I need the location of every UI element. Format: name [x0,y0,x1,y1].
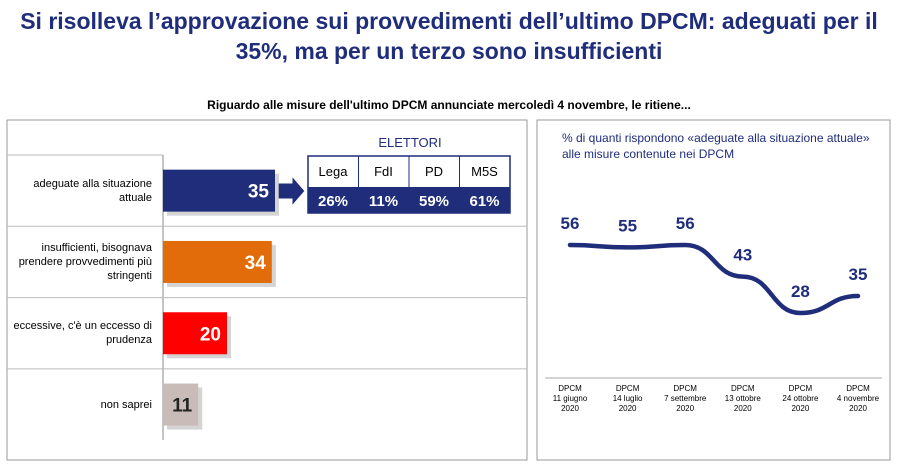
party-name: Lega [319,164,349,179]
party-name: FdI [374,164,393,179]
x-tick-label: DPCM 11 giugno 2020 [552,384,588,413]
bar [163,312,227,355]
category-label: insufficienti, bisognava prendere provve… [18,241,152,282]
point-label: 56 [561,214,580,233]
party-value: 26% [318,193,348,210]
party-name: M5S [471,164,498,179]
x-tick-label: DPCM 4 novembre 2020 [836,384,880,413]
line-title: % di quanti rispondono «adeguate alla si… [562,131,870,161]
point-label: 35 [849,265,868,284]
category-label: adeguate alla situazione attuale [33,177,152,204]
x-tick-label: DPCM 24 ottobre 2020 [782,384,819,413]
point-label: 56 [676,214,695,233]
x-tick-label: DPCM 14 luglio 2020 [612,384,643,413]
right-panel [536,119,891,461]
line [567,242,861,316]
x-tick-label: DPCM 7 settembre 2020 [664,384,707,413]
title: Si risolleva l’approvazione sui provvedi… [20,8,878,64]
bar [163,169,275,212]
bar-value: 35 [248,182,270,203]
bar-value: 34 [245,253,267,274]
point-label: 28 [791,282,810,301]
category-label: non saprei [100,398,152,411]
point-label: 55 [618,216,637,235]
party-name: PD [425,164,443,179]
party-value: 59% [419,193,449,210]
bar-value: 20 [200,324,221,345]
x-tick-label: DPCM 13 ottobre 2020 [724,384,761,413]
bar [163,383,199,426]
bar-value: 11 [172,396,193,417]
voters-title: ELETTORI [378,135,441,150]
subtitle: Riguardo alle misure dell'ultimo DPCM an… [207,98,691,112]
bar [163,240,272,283]
left-panel [6,119,528,461]
party-value: 61% [469,193,499,210]
point-label: 43 [733,246,752,265]
party-value: 11% [369,193,398,210]
category-label: eccessive, c'è un eccesso di prudenza [13,320,152,347]
arrow [277,174,306,208]
